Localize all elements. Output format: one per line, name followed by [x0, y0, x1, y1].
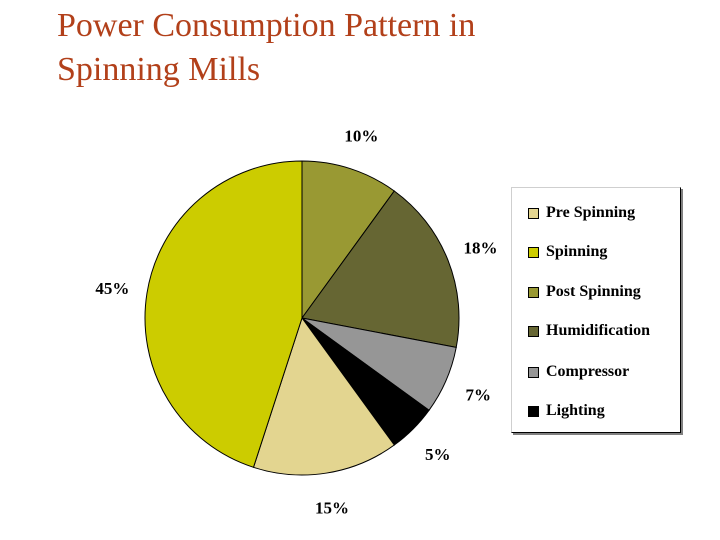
data-label-spinning: 45%: [95, 279, 129, 298]
slide-title-line-2: Spinning Mills: [57, 51, 261, 88]
legend-item-compressor: Compressor: [528, 362, 629, 382]
legend-item-pre-spinning: Pre Spinning: [528, 203, 635, 223]
data-label-compressor: 7%: [465, 385, 491, 404]
pie-slice-pre-spinning: [252, 316, 395, 476]
legend-swatch: [528, 286, 539, 298]
legend-label: Compressor: [546, 363, 630, 380]
pie-slice-post-spinning: [301, 160, 395, 320]
legend-item-spinning: Spinning: [528, 242, 607, 262]
legend-swatch: [528, 325, 539, 337]
data-label-post-spinning: 10%: [344, 126, 378, 145]
legend-label: Pre Spinning: [546, 204, 636, 221]
legend-swatch: [528, 366, 539, 378]
slide-title: Power Consumption Pattern in Spinning Mi…: [57, 4, 677, 92]
data-label-humidification: 18%: [464, 238, 498, 257]
data-label-lighting: 5%: [425, 445, 451, 464]
slide-title-line-1: Power Consumption Pattern in: [57, 7, 476, 44]
pie-slice-spinning: [144, 160, 303, 468]
pie-slice-humidification: [301, 190, 460, 349]
legend-label: Humidification: [546, 322, 651, 339]
legend-item-humidification: Humidification: [528, 321, 650, 341]
data-label-pre-spinning: 15%: [315, 499, 349, 518]
legend-label: Lighting: [546, 402, 605, 419]
legend-label: Post Spinning: [546, 283, 641, 300]
legend-swatch: [528, 246, 539, 258]
legend-item-post-spinning: Post Spinning: [528, 282, 641, 302]
legend-swatch: [528, 207, 539, 219]
legend-swatch: [528, 405, 539, 417]
legend-item-lighting: Lighting: [528, 401, 605, 421]
chart-legend: Pre Spinning Spinning Post Spinning Humi…: [511, 187, 681, 433]
legend-label: Spinning: [546, 243, 608, 260]
